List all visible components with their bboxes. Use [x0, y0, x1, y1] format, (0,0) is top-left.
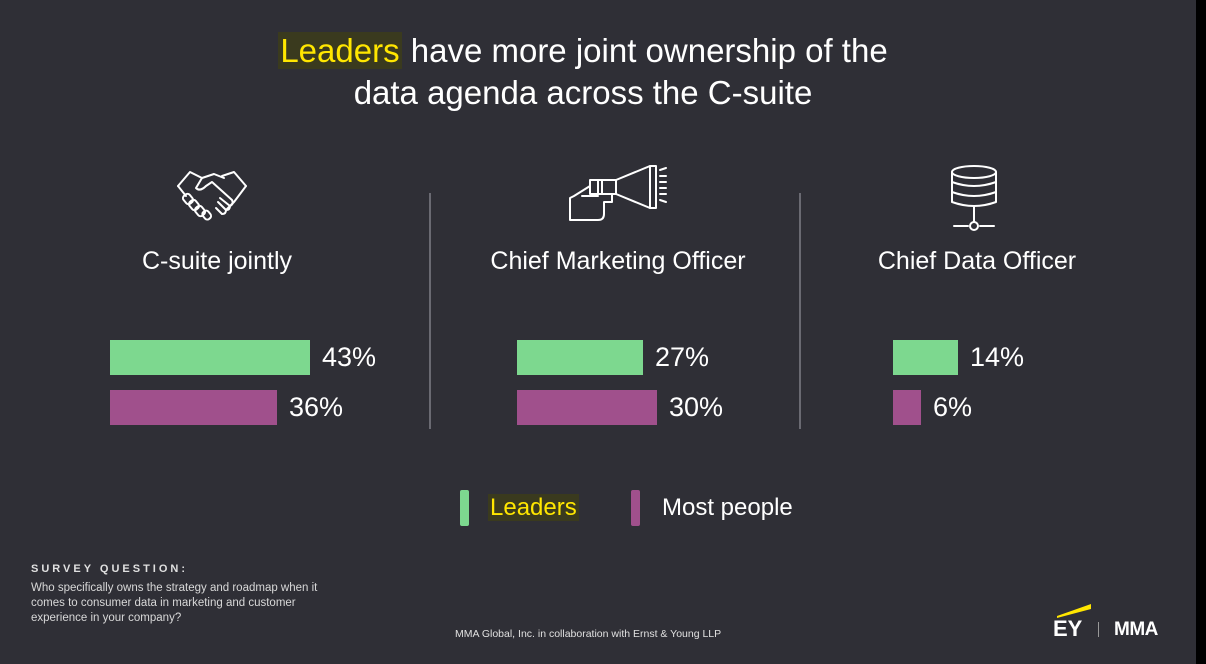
- bar-leaders: [893, 340, 958, 375]
- survey-question: Who specifically owns the strategy and r…: [31, 582, 318, 624]
- bar-leaders: [110, 340, 310, 375]
- legend-label-most-people: Most people: [662, 494, 793, 521]
- ey-logo: EY: [1053, 616, 1083, 641]
- category-label-csuite: C-suite jointly: [141, 247, 293, 275]
- handshake-icon: [177, 171, 247, 221]
- title-line2: data agenda across the C-suite: [353, 74, 813, 111]
- chart-title: Leaders have more joint ownership of the…: [0, 30, 1166, 114]
- logo-separator: [1098, 622, 1099, 637]
- legend-swatch-most-people: [631, 490, 640, 526]
- bar-value-label: 36%: [289, 392, 344, 422]
- bar-value-label: 43%: [322, 342, 377, 372]
- bar-value-label: 14%: [970, 342, 1025, 372]
- title-highlight: Leaders: [278, 32, 402, 69]
- bar-value-label: 30%: [669, 392, 724, 422]
- ey-beam-icon: [1057, 604, 1091, 618]
- category-label-cmo: Chief Marketing Officer: [490, 247, 746, 275]
- legend-leaders-text: Leaders: [488, 494, 579, 521]
- footer-credit: MMA Global, Inc. in collaboration with E…: [455, 628, 722, 640]
- bar-most-people: [893, 390, 921, 425]
- mma-logo: MMA: [1114, 619, 1158, 640]
- divider: [429, 193, 431, 429]
- megaphone-icon: [569, 165, 667, 221]
- category-label-cdo: Chief Data Officer: [877, 247, 1077, 275]
- database-icon: [951, 165, 997, 231]
- legend-label-leaders: Leaders: [488, 490, 579, 526]
- divider: [799, 193, 801, 429]
- bar-most-people: [110, 390, 277, 425]
- window-edge: [1196, 0, 1206, 664]
- title-line1: have more joint ownership of the: [401, 32, 888, 69]
- legend-swatch-leaders: [460, 490, 469, 526]
- bar-most-people: [517, 390, 657, 425]
- bar-value-label: 27%: [655, 342, 710, 372]
- survey-heading: SURVEY QUESTION:: [31, 563, 189, 575]
- bar-leaders: [517, 340, 643, 375]
- bar-value-label: 6%: [933, 392, 973, 422]
